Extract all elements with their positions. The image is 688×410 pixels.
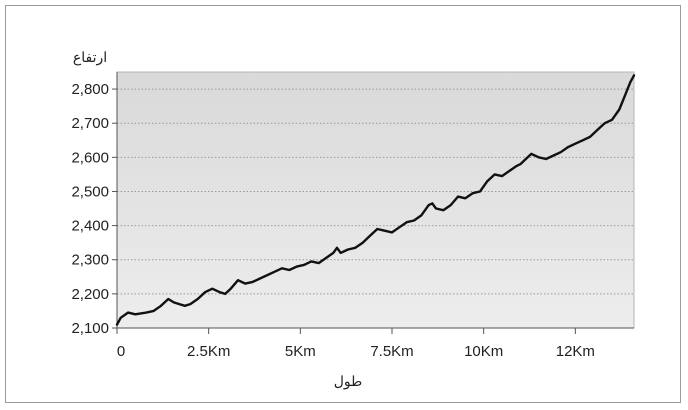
y-tick-labels: 2,100 2,200 2,300 2,400 2,500 2,600 2,700 2,800 [71, 81, 109, 337]
y-tick-label: 2,100 [71, 320, 109, 337]
y-tick-label: 2,500 [71, 183, 109, 200]
x-tick-label: 7.5Km [370, 343, 413, 360]
x-tick-label: 12Km [556, 343, 595, 360]
x-tick-labels: 0 2.5Km 5Km 7.5Km 10Km 12Km [117, 343, 595, 360]
x-tick-label: 0 [117, 343, 125, 360]
y-tick-label: 2,700 [71, 115, 109, 132]
y-tick-label: 2,300 [71, 252, 109, 269]
y-tick-label: 2,600 [71, 149, 109, 166]
y-tick-label: 2,400 [71, 218, 109, 235]
axes [112, 72, 634, 334]
x-axis-title: طول [334, 373, 363, 390]
y-tick-label: 2,200 [71, 286, 109, 303]
x-tick-label: 10Km [464, 343, 503, 360]
y-tick-label: 2,800 [71, 81, 109, 98]
x-tick-label: 2.5Km [187, 343, 230, 360]
x-tick-label: 5Km [285, 343, 316, 360]
plot-area [116, 71, 635, 329]
elevation-series-line [115, 74, 636, 326]
y-axis-title: ارتفاع [73, 49, 107, 66]
